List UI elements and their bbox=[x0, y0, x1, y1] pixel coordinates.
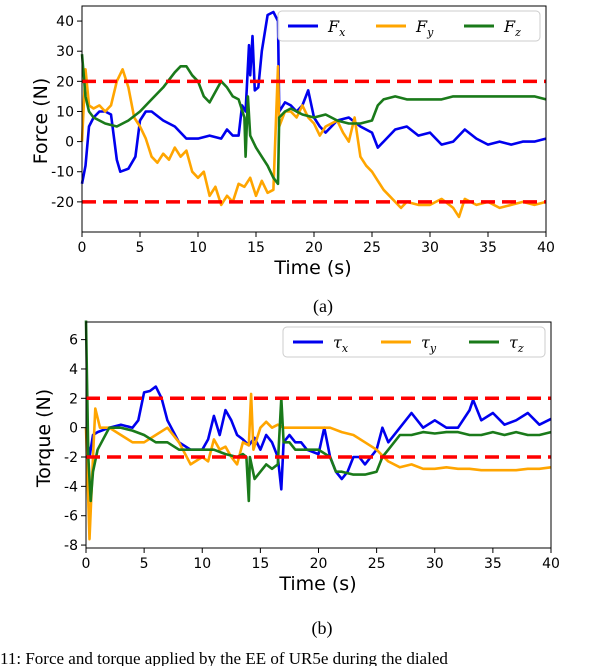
force-y-tick-label: 40 bbox=[56, 14, 74, 30]
torque-y-tick-label: 2 bbox=[69, 391, 78, 407]
torque-y-tick-label: 0 bbox=[69, 421, 78, 437]
torque-axes: 0 5 10 15 20 25 30 35 40 -8 -6 -4 -2 0 2 4 6 bbox=[64, 321, 560, 572]
force-x-tick-label: 25 bbox=[363, 240, 381, 256]
torque-legend-box bbox=[282, 326, 546, 358]
torque-x-tick-label: 5 bbox=[140, 556, 149, 572]
force-series-line-x bbox=[80, 10, 547, 185]
torque-x-tick-label: 30 bbox=[426, 556, 444, 572]
force-x-tick-label: 35 bbox=[479, 240, 497, 256]
force-y-tick-label: -10 bbox=[51, 165, 74, 181]
torque-chart: 0 5 10 15 20 25 30 35 40 -8 -6 -4 -2 0 2 4 6 τx τy τz Time… bbox=[33, 320, 560, 639]
torque-y-tick-label: 6 bbox=[69, 333, 78, 349]
torque-x-axis-label: Time (s) bbox=[278, 573, 356, 595]
figure-caption: 11: Force and torque applied by the EE o… bbox=[0, 649, 448, 666]
torque-y-tick-label: -8 bbox=[64, 538, 78, 554]
torque-x-tick-label: 0 bbox=[82, 556, 91, 572]
torque-y-axis-label: Torque (N) bbox=[33, 389, 55, 488]
force-x-axis-label: Time (s) bbox=[273, 257, 351, 279]
torque-y-tick-label: -6 bbox=[64, 509, 78, 525]
force-x-tick-label: 0 bbox=[78, 240, 87, 256]
torque-x-tick-label: 20 bbox=[310, 556, 328, 572]
force-y-tick-label: 30 bbox=[56, 44, 74, 60]
torque-y-tick-label: 4 bbox=[69, 362, 78, 378]
torque-series-line-z bbox=[84, 320, 552, 503]
torque-x-tick-label: 15 bbox=[251, 556, 269, 572]
force-panel-label: (a) bbox=[313, 296, 333, 317]
force-x-tick-label: 40 bbox=[537, 240, 555, 256]
force-x-tick-label: 20 bbox=[305, 240, 323, 256]
force-legend-box bbox=[277, 10, 541, 42]
torque-limit-lines bbox=[86, 396, 551, 459]
torque-x-tick-label: 35 bbox=[484, 556, 502, 572]
torque-series-line-x bbox=[84, 385, 552, 491]
force-chart: 0 5 10 15 20 25 30 35 40 -20 -10 0 10 20 30 40 Fx Fy Fz T… bbox=[30, 5, 555, 317]
torque-x-tick-label: 40 bbox=[542, 556, 560, 572]
force-x-tick-label: 10 bbox=[189, 240, 207, 256]
torque-y-tick-label: -2 bbox=[64, 450, 78, 466]
force-y-tick-label: 20 bbox=[56, 74, 74, 90]
force-series-line-y bbox=[80, 65, 547, 219]
force-y-axis-label: Force (N) bbox=[30, 78, 52, 164]
force-limit-lines bbox=[82, 79, 546, 204]
torque-series bbox=[84, 320, 552, 541]
torque-series-line-y bbox=[84, 392, 552, 541]
torque-panel-label: (b) bbox=[312, 618, 333, 639]
torque-y-tick-label: -4 bbox=[64, 479, 78, 495]
force-x-tick-label: 15 bbox=[247, 240, 265, 256]
force-x-tick-label: 5 bbox=[136, 240, 145, 256]
force-legend: Fx Fy Fz bbox=[277, 10, 541, 42]
torque-x-tick-label: 10 bbox=[193, 556, 211, 572]
force-x-tick-label: 30 bbox=[421, 240, 439, 256]
force-y-tick-label: 10 bbox=[56, 104, 74, 120]
torque-x-tick-label: 25 bbox=[368, 556, 386, 572]
force-y-tick-label: -20 bbox=[51, 195, 74, 211]
force-y-tick-label: 0 bbox=[65, 135, 74, 151]
force-series bbox=[80, 10, 547, 219]
force-axes: 0 5 10 15 20 25 30 35 40 -20 -10 0 10 20 30 40 bbox=[51, 5, 555, 256]
torque-legend: τx τy τz bbox=[282, 326, 546, 358]
